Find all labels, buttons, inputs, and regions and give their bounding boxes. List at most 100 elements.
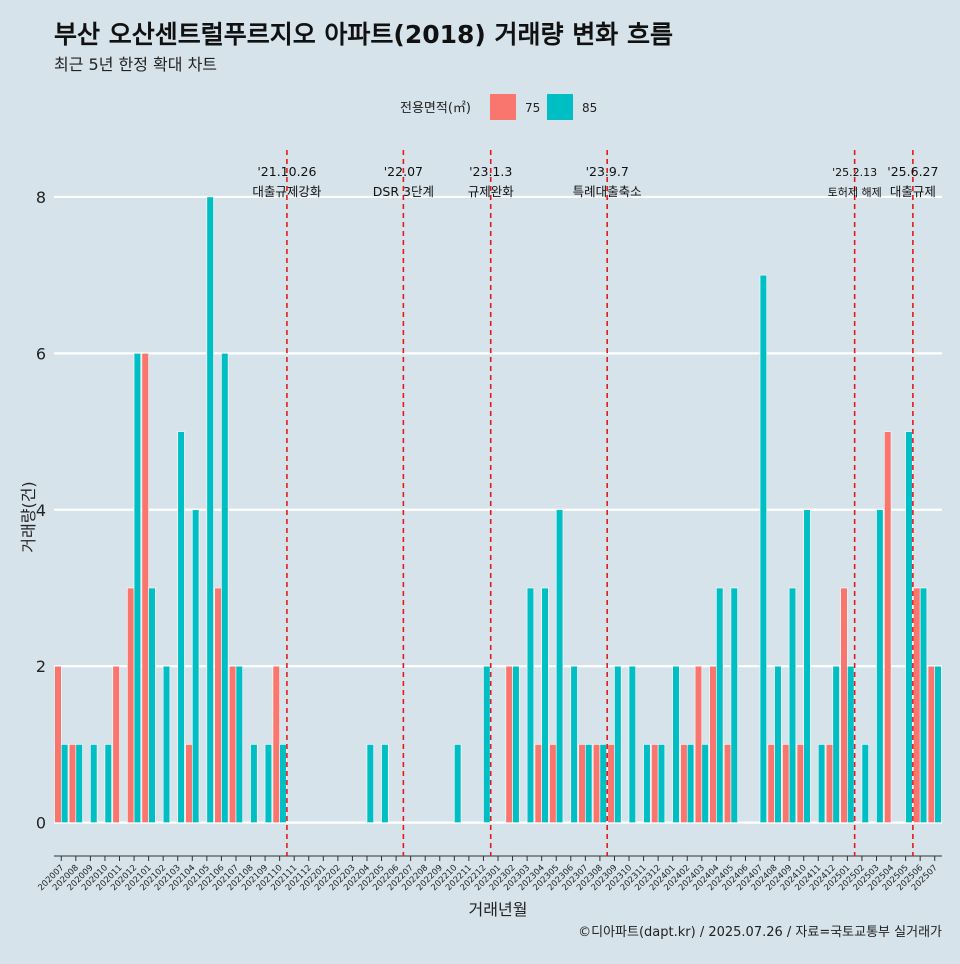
bar [366,744,374,823]
y-tick-label: 4 [36,501,46,520]
bar [825,744,834,823]
bar [578,744,586,823]
legend-label: 85 [582,101,597,115]
chart-subtitle: 최근 5년 한정 확대 차트 [54,55,217,74]
legend-key [490,94,516,120]
bar [272,665,280,823]
bar [927,665,936,823]
bar [228,665,237,823]
bar [607,744,615,823]
bar [381,744,389,823]
bar [534,744,542,823]
event-label: 토허제 해제 [828,185,882,199]
bar [628,665,637,823]
legend-title: 전용면적(㎡) [400,101,471,116]
bar [177,431,185,823]
bar [767,744,775,823]
bar [716,587,724,823]
bar [112,665,120,823]
bar [585,744,593,823]
bar [614,665,622,823]
event-date: '23.9.7 [586,164,629,179]
bar [206,196,214,823]
bar [774,665,782,823]
bar [657,744,666,823]
bar [264,744,273,823]
bar [599,744,607,823]
event-label: 대출규제 [890,184,936,199]
event-date: '22.07 [384,164,423,179]
bar [104,744,112,823]
bar [454,744,462,823]
bar [549,744,557,823]
bar [483,665,491,823]
y-tick-label: 0 [36,814,46,833]
legend-key [547,94,573,120]
event-label: DSR 3단계 [373,184,434,199]
event-label: 대출규제강화 [252,184,322,199]
bar [526,587,535,823]
chart-caption: ©디아파트(dapt.kr) / 2025.07.26 / 자료=국토교통부 실… [578,925,942,940]
event-label: 규제완화 [468,184,515,199]
bar [592,744,601,823]
bar [913,587,921,823]
bar [75,744,83,823]
bar [570,665,578,823]
bar [555,509,564,823]
bar [905,431,913,823]
bar [709,665,717,823]
bar [782,744,790,823]
event-date: '25.2.13 [832,166,877,179]
y-tick-label: 6 [36,344,46,363]
x-axis-label: 거래년월 [469,900,528,919]
chart-title: 부산 오산센트럴푸르지오 아파트(2018) 거래량 변화 흐름 [54,20,673,49]
bar [817,744,826,823]
bar [651,744,659,823]
bar [876,509,884,823]
bar [701,744,709,823]
event-date: '25.6.27 [887,164,938,179]
y-tick-label: 8 [36,188,46,207]
event-date: '23.1.3 [469,164,512,179]
bar [235,665,243,823]
bar [279,744,287,823]
bar [730,587,738,823]
bar [788,587,797,823]
bar [672,665,680,823]
bar [680,744,688,823]
bar [214,587,222,823]
bar [127,587,135,823]
bar [133,353,142,823]
bar [861,744,869,823]
event-date: '21.10.26 [257,164,316,179]
bar [643,744,651,823]
bar [90,744,98,823]
bar [221,353,229,823]
y-tick-label: 2 [36,657,46,676]
plot-area: 0246820200720200820200920201020201120201… [36,150,942,893]
bar [541,587,549,823]
legend: 전용면적(㎡) 75 85 [400,94,597,120]
bar [191,509,200,823]
bar [162,665,171,823]
bar [141,353,149,823]
bar [723,744,732,823]
bar [694,665,703,823]
bar [512,665,520,823]
bar [54,665,62,823]
bar [60,744,69,823]
bar [884,431,892,823]
legend-label: 75 [525,101,540,115]
event-label: 특례대출축소 [573,184,642,199]
bar [505,665,513,823]
bar [68,744,77,823]
bar [803,509,811,823]
bar [148,587,156,823]
bar [934,665,942,823]
bar [796,744,805,823]
bar [686,744,695,823]
bar [759,274,768,823]
bar [919,587,928,823]
